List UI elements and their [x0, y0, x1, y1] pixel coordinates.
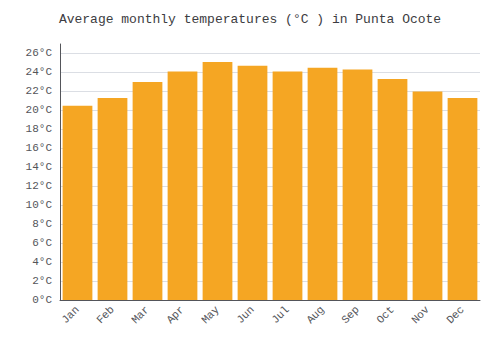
svg-text:20°C: 20°C	[26, 104, 53, 116]
svg-text:Mar: Mar	[129, 304, 151, 326]
svg-text:Aug: Aug	[304, 304, 326, 326]
svg-text:6°C: 6°C	[32, 237, 52, 249]
svg-text:4°C: 4°C	[32, 256, 52, 268]
svg-text:16°C: 16°C	[26, 142, 53, 154]
svg-text:8°C: 8°C	[32, 218, 52, 230]
svg-text:Jan: Jan	[59, 304, 81, 326]
svg-text:10°C: 10°C	[26, 199, 53, 211]
svg-text:26°C: 26°C	[26, 47, 53, 59]
svg-text:24°C: 24°C	[26, 66, 53, 78]
svg-text:Oct: Oct	[374, 304, 396, 326]
svg-text:Average monthly temperatures (: Average monthly temperatures (°C ) in Pu…	[59, 12, 441, 27]
svg-text:Feb: Feb	[94, 304, 116, 326]
svg-text:12°C: 12°C	[26, 180, 53, 192]
svg-text:May: May	[199, 303, 222, 326]
svg-text:18°C: 18°C	[26, 123, 53, 135]
svg-text:Nov: Nov	[409, 303, 432, 326]
svg-text:14°C: 14°C	[26, 161, 53, 173]
svg-text:Jun: Jun	[234, 304, 256, 326]
svg-text:Dec: Dec	[444, 304, 466, 326]
svg-text:0°C: 0°C	[32, 294, 52, 306]
svg-text:Jul: Jul	[269, 304, 291, 326]
svg-text:Apr: Apr	[164, 304, 186, 326]
svg-text:Sep: Sep	[339, 304, 361, 326]
svg-text:2°C: 2°C	[32, 275, 52, 287]
svg-text:22°C: 22°C	[26, 85, 53, 97]
